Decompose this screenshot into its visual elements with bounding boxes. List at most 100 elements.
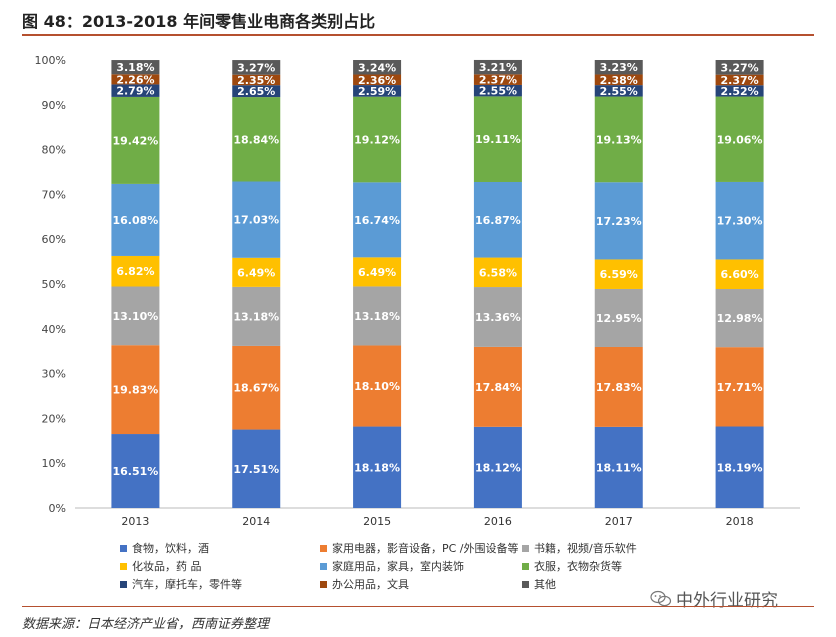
bar-segment-2013-series-4: [111, 183, 160, 256]
bar-segment-2014-series-3: [232, 257, 281, 287]
data-label: 13.10%: [113, 310, 159, 323]
data-label: 6.49%: [237, 266, 275, 279]
x-tick-label: 2018: [726, 515, 754, 528]
data-label: 2.35%: [237, 74, 275, 87]
bar-segment-2017-series-4: [594, 182, 643, 260]
bar-segment-2014-series-6: [232, 85, 281, 98]
data-label: 12.98%: [717, 312, 763, 325]
bar-segment-2014-series-8: [232, 60, 281, 75]
data-label: 3.18%: [116, 61, 154, 74]
bar-segment-2016-series-6: [473, 84, 522, 97]
bar-segment-2017-series-7: [594, 74, 643, 86]
data-label: 16.51%: [113, 465, 159, 478]
data-label: 2.36%: [358, 74, 396, 87]
data-label: 12.95%: [596, 312, 642, 325]
legend-label: 汽车，摩托车，零件等: [132, 578, 242, 591]
data-label: 17.03%: [233, 214, 279, 227]
bar-segment-2017-series-2: [594, 288, 643, 347]
bar-segment-2018-series-1: [715, 347, 764, 427]
legend-swatch: [120, 580, 127, 588]
bar-segment-2014-series-4: [232, 181, 281, 258]
legend-swatch: [120, 562, 127, 570]
data-label: 18.84%: [233, 133, 279, 146]
data-label: 3.27%: [720, 61, 758, 74]
y-tick-label: 100%: [35, 54, 66, 67]
x-tick-label: 2014: [242, 515, 270, 528]
legend-swatch: [120, 544, 127, 552]
data-label: 17.83%: [596, 381, 642, 394]
y-tick-label: 0%: [49, 502, 66, 515]
bar-segment-2016-series-4: [473, 181, 522, 258]
data-label: 2.38%: [600, 74, 638, 87]
watermark-text: 中外行业研究: [676, 591, 778, 611]
data-label: 2.55%: [479, 85, 517, 98]
bar-segment-2013-series-5: [111, 96, 160, 184]
data-label: 6.58%: [479, 266, 517, 279]
watermark: 中外行业研究: [650, 586, 778, 611]
legend-swatch: [320, 562, 327, 570]
data-label: 18.10%: [354, 380, 400, 393]
bar-segment-2016-series-0: [473, 426, 522, 508]
footer-divider: [22, 606, 814, 607]
bar-segment-2017-series-8: [594, 60, 643, 75]
bar-segment-2016-series-5: [473, 96, 522, 182]
wechat-icon: [650, 590, 672, 606]
data-label: 16.87%: [475, 214, 521, 227]
bar-segment-2018-series-6: [715, 85, 764, 97]
title-divider: [22, 34, 814, 36]
y-tick-label: 10%: [42, 457, 66, 470]
data-label: 19.42%: [113, 134, 159, 147]
x-tick-label: 2013: [121, 515, 149, 528]
data-label: 13.36%: [475, 311, 521, 324]
data-label: 18.11%: [596, 461, 642, 474]
legend-label: 化妆品，药 品: [132, 560, 202, 573]
data-label: 16.74%: [354, 214, 400, 227]
y-tick-label: 40%: [42, 323, 66, 336]
data-label: 2.59%: [358, 85, 396, 98]
data-label: 3.24%: [358, 61, 396, 74]
data-label: 2.52%: [720, 85, 758, 98]
legend-label: 家用电器，影音设备，PC /外围设备等: [332, 542, 519, 555]
data-label: 6.82%: [116, 265, 154, 278]
bar-segment-2017-series-5: [594, 96, 643, 183]
bar-segment-2016-series-1: [473, 346, 522, 427]
data-label: 2.65%: [237, 85, 275, 98]
x-tick-label: 2017: [605, 515, 633, 528]
bar-segment-2018-series-3: [715, 259, 764, 290]
data-label: 18.12%: [475, 461, 521, 474]
legend-label: 书籍，视频/音乐软件: [534, 542, 637, 555]
data-label: 19.83%: [113, 384, 159, 397]
x-tick-label: 2016: [484, 515, 512, 528]
bar-segment-2018-series-8: [715, 60, 764, 75]
bar-segment-2014-series-7: [232, 74, 281, 86]
legend-item: 食物，饮料，酒: [120, 540, 209, 556]
bar-segment-2015-series-0: [353, 426, 402, 508]
bar-segment-2017-series-0: [594, 426, 643, 508]
legend-item: 办公用品，文具: [320, 576, 409, 592]
bar-segment-2015-series-8: [353, 60, 402, 75]
data-label: 17.71%: [717, 381, 763, 394]
data-label: 13.18%: [354, 310, 400, 323]
bar-segment-2018-series-0: [715, 426, 764, 508]
data-label: 19.13%: [596, 133, 642, 146]
legend-item: 化妆品，药 品: [120, 558, 202, 574]
y-tick-label: 50%: [42, 278, 66, 291]
data-label: 19.12%: [354, 134, 400, 147]
bar-segment-2015-series-6: [353, 85, 402, 97]
data-label: 6.60%: [720, 268, 758, 281]
bar-segment-2018-series-2: [715, 289, 764, 348]
legend-label: 其他: [534, 578, 556, 591]
legend-swatch: [522, 580, 529, 588]
bar-segment-2015-series-3: [353, 257, 402, 287]
bar-segment-2014-series-2: [232, 286, 281, 346]
legend-item: 家用电器，影音设备，PC /外围设备等: [320, 540, 519, 556]
bar-segment-2014-series-0: [232, 429, 281, 508]
bar-segment-2013-series-7: [111, 74, 160, 85]
legend-item: 书籍，视频/音乐软件: [522, 540, 637, 556]
bar-segment-2016-series-3: [473, 257, 522, 288]
data-label: 6.59%: [600, 268, 638, 281]
bar-segment-2015-series-7: [353, 74, 402, 86]
y-tick-label: 70%: [42, 188, 66, 201]
legend-swatch: [522, 562, 529, 570]
data-label: 2.79%: [116, 85, 154, 98]
